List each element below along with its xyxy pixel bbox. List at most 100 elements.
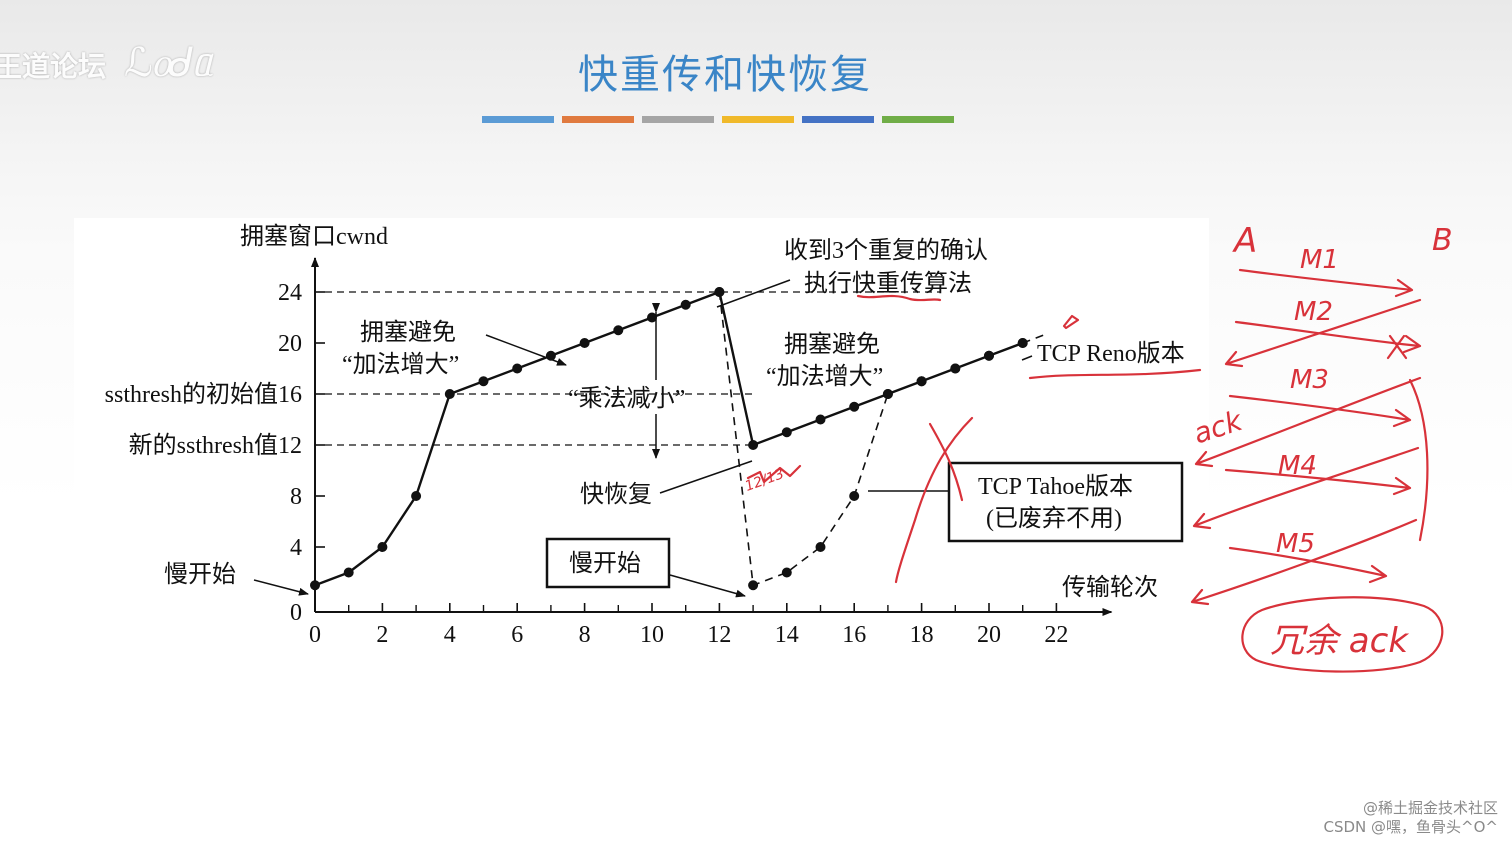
- ink-pen-mark: [1062, 314, 1080, 330]
- ink-arrow-m1: [1238, 268, 1414, 298]
- ink-ack-label: ack: [1189, 403, 1247, 450]
- dashed-guides: [325, 291, 940, 446]
- x-tick-label: 14: [775, 622, 799, 648]
- x-tick-label: 8: [579, 622, 591, 648]
- slow-start-boxed-label: 慢开始: [569, 550, 641, 577]
- forum-watermark-text: 王道论坛: [0, 50, 107, 83]
- slow-start-left-arrow: [253, 579, 309, 596]
- reno-point: [478, 376, 489, 387]
- reno-point: [310, 580, 320, 591]
- multiplicative-decrease-label: “乘法减小”: [568, 385, 685, 412]
- ink-m1: M1: [1300, 245, 1339, 275]
- ink-point-label: 12/13: [743, 466, 786, 495]
- footer-line1: @稀土掘金技术社区: [1362, 799, 1498, 817]
- chart-panel: [74, 218, 1209, 653]
- ink-ack-1: [1224, 298, 1422, 368]
- reno-point: [444, 389, 455, 399]
- ca-left-arrow: [485, 334, 567, 366]
- data-points: [310, 287, 1028, 591]
- axes: [311, 257, 1113, 616]
- reno-point: [613, 325, 624, 336]
- tahoe-series-line: [718, 291, 1047, 587]
- y-tick-label: 24: [278, 280, 302, 306]
- ink-brace-right: [1408, 378, 1429, 542]
- ink-underline-reno: [1028, 368, 1202, 380]
- x-tick-label: 22: [1044, 622, 1068, 648]
- ink-host-a: A: [1232, 221, 1257, 261]
- reno-point: [647, 312, 657, 323]
- ca-right-line1: 拥塞避免: [784, 331, 880, 358]
- y-tick-label: 新的ssthresh值12: [129, 432, 302, 459]
- x-tick-label: 12: [707, 622, 731, 648]
- title-color-bar: [482, 116, 554, 123]
- dup-ack-line2: 执行快重传算法: [804, 270, 972, 297]
- reno-point: [377, 542, 388, 552]
- dup-ack-line1: 收到3个重复的确认: [784, 237, 988, 264]
- ink-cross-a: [928, 422, 964, 502]
- x-axis-label: 传输轮次: [1062, 574, 1158, 601]
- ca-left-line2: “加法增大”: [342, 351, 459, 378]
- slow-start-left-label: 慢开始: [164, 561, 236, 588]
- reno-point: [411, 491, 422, 501]
- title-color-bar: [642, 116, 714, 123]
- tahoe-label-line1: TCP Tahoe版本: [978, 473, 1133, 500]
- reno-point: [512, 363, 523, 374]
- ink-ack-4: [1190, 518, 1418, 606]
- tahoe-point: [984, 350, 994, 361]
- tahoe-point: [748, 580, 759, 591]
- title-color-bar: [722, 116, 794, 123]
- ink-m2: M2: [1294, 297, 1333, 327]
- tahoe-point: [849, 491, 860, 501]
- ink-circle: [1241, 596, 1444, 673]
- ink-lost-mark: [1386, 334, 1408, 360]
- footer-credits: @稀土掘金技术社区 CSDN @嘿，鱼骨头^O^: [1324, 799, 1498, 837]
- annotations: 拥塞窗口cwnd 传输轮次 慢开始 慢开始 拥塞避免 “加法增大” 拥塞避免 “…: [164, 223, 1185, 601]
- forum-watermark: 王道论坛 ℒ᧐ᑯᥲ: [0, 40, 213, 89]
- reno-point: [849, 401, 860, 412]
- ink-m5: M5: [1276, 529, 1315, 559]
- tahoe-box: [947, 461, 1184, 543]
- x-tick-label: 6: [511, 622, 523, 648]
- dup-ack-pointer: [716, 279, 791, 308]
- ink-circle-note: 冗余 ack: [1270, 621, 1409, 661]
- tahoe-point: [781, 567, 792, 578]
- tick-marks: [314, 291, 1058, 612]
- reno-point: [748, 440, 759, 450]
- x-tick-label: 20: [977, 622, 1001, 648]
- tahoe-point: [882, 389, 893, 399]
- slow-start-boxed-arrow: [669, 574, 746, 598]
- y-tick-label: 0: [290, 600, 302, 626]
- reno-point: [343, 567, 354, 578]
- y-tick-label: 8: [290, 484, 302, 510]
- fast-recovery-label: 快恢复: [580, 481, 652, 508]
- slide-title: 快重传和快恢复: [578, 52, 872, 98]
- ink-ack-3: [1192, 446, 1420, 530]
- y-tick-label: 20: [278, 331, 302, 357]
- tahoe-point: [916, 376, 927, 387]
- x-tick-label: 0: [309, 622, 321, 648]
- x-tick-label: 2: [376, 622, 388, 648]
- reno-point: [579, 338, 590, 348]
- y-tick-label: 4: [290, 535, 302, 561]
- x-tick-label: 18: [910, 622, 934, 648]
- tahoe-point: [714, 287, 725, 297]
- ca-left-line1: 拥塞避免: [360, 319, 456, 346]
- footer-line2: CSDN @嘿，鱼骨头^O^: [1323, 818, 1498, 836]
- ink-cross-b: [894, 416, 974, 584]
- tahoe-point: [950, 363, 961, 374]
- tahoe-point: [1017, 338, 1028, 348]
- tahoe-label-line2: (已废弃不用): [986, 505, 1122, 532]
- x-tick-label: 10: [640, 622, 664, 648]
- ink-host-b: B: [1432, 223, 1453, 258]
- ink-arrow-m3: [1228, 394, 1412, 428]
- ink-underline-fast-retransmit: [856, 294, 942, 302]
- ca-right-line2: “加法增大”: [766, 363, 883, 390]
- fast-recovery-pointer: [659, 460, 753, 494]
- ink-scribble-point: [746, 464, 802, 484]
- ink-ack-2: [1194, 376, 1422, 468]
- title-color-bar: [802, 116, 874, 123]
- reno-pointer: [1021, 355, 1033, 361]
- tahoe-point: [815, 542, 826, 552]
- reno-point: [815, 414, 826, 425]
